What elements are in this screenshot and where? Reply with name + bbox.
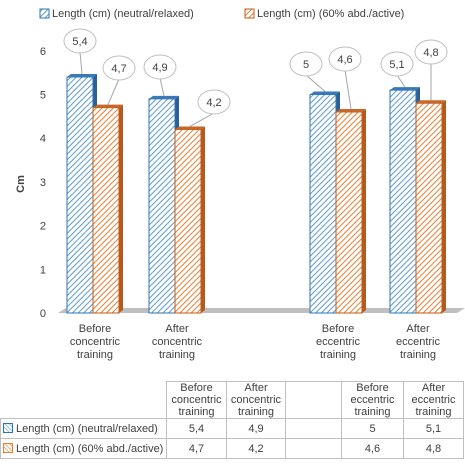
data-table-cell: 4,9 (226, 418, 286, 439)
y-tick-label: 1 (40, 264, 46, 276)
data-label: 4,7 (111, 63, 126, 75)
legend-label-neutral: Length (cm) (neutral/relaxed) (52, 8, 194, 20)
x-category-label: Before eccentric training (316, 323, 361, 361)
legend-label-active: Length (cm) (60% abd./active) (257, 8, 404, 20)
data-table-header-cell: After eccentric training (403, 381, 464, 419)
y-tick-label: 0 (40, 308, 46, 320)
bars (66, 74, 446, 314)
legend-key-icon (3, 442, 13, 453)
data-label: 4,6 (337, 54, 352, 66)
data-table-cell: 5,1 (403, 418, 464, 439)
bar-active-top (175, 126, 205, 130)
bar-active (335, 111, 363, 314)
data-table-cell: 4,2 (226, 438, 286, 459)
data-label-leader (396, 74, 406, 88)
data-table-cell: 5 (341, 418, 404, 439)
y-axis-title: Cm (15, 175, 27, 193)
bar-active-top (416, 100, 446, 104)
data-label-bubble (197, 89, 231, 115)
bar-neutral (309, 94, 337, 314)
x-axis-categories: Before concentric training After concentric t… (70, 323, 441, 361)
bar-active-side (442, 100, 446, 314)
bar-active-side (201, 126, 205, 314)
data-label-leader (107, 78, 120, 105)
data-label-leader (79, 51, 83, 75)
data-label-bubble (328, 46, 362, 72)
data-table-cell: 5,4 (166, 418, 227, 439)
y-tick-label: 5 (40, 90, 46, 102)
data-table-row-neutral: Length (cm) (neutral/relaxed) 5,4 4,9 5 … (0, 418, 464, 439)
bar-active-top (93, 104, 123, 108)
data-label-bubble (289, 51, 323, 77)
bar-neutral-top (67, 74, 97, 78)
data-label-callouts: 5,4 4,7 4,9 4,2 5 4,6 5,1 4,8 (63, 28, 448, 127)
data-table-row-label: Length (cm) (neutral/relaxed) (0, 418, 167, 439)
x-category-label: Before concentric training (70, 323, 121, 361)
data-label: 4,9 (152, 62, 167, 74)
bar-neutral (389, 89, 417, 314)
y-tick-label: 6 (40, 46, 46, 58)
bar-neutral (66, 76, 94, 314)
bar-active-top (336, 108, 366, 112)
legend-key-active (244, 8, 255, 19)
x-category-label: After eccentric training (396, 323, 441, 361)
data-label: 4,8 (423, 47, 438, 59)
data-label-leader (305, 74, 326, 92)
bar-active-side (362, 108, 366, 313)
data-label-bubble (414, 39, 448, 65)
data-label-leader (189, 112, 215, 127)
data-table-header-row: Before concentric training After concentric… (1, 381, 464, 419)
bar-active (415, 102, 443, 314)
y-tick-label: 4 (40, 133, 46, 145)
data-table-cell: 4,6 (341, 438, 404, 459)
data-table-header-cell: Before concentric training (166, 381, 227, 419)
data-label-leader (159, 77, 165, 96)
data-label-bubble (63, 28, 97, 54)
data-label-bubble (380, 51, 414, 77)
x-category-label: After concentric training (152, 323, 203, 361)
data-table-cell (285, 438, 342, 459)
data-label-bubble (102, 55, 136, 81)
data-table-header-cell (285, 381, 342, 419)
bar-neutral-top (310, 91, 340, 95)
data-label: 5,1 (389, 59, 404, 71)
data-table-cell (285, 418, 342, 439)
data-table-header-cell: After concentric training (226, 381, 286, 419)
bar-neutral-top (390, 87, 420, 91)
data-table: Before concentric training After concentric… (0, 381, 464, 459)
bar-neutral-top (149, 95, 179, 99)
data-table-cell: 4,8 (403, 438, 464, 459)
data-label: 4,2 (206, 97, 221, 109)
data-table-row-active: Length (cm) (60% abd./active) 4,7 4,2 4,… (0, 438, 464, 459)
bar-active (92, 107, 120, 314)
bar-neutral (148, 98, 176, 314)
legend: Length (cm) (neutral/relaxed) Length (cm… (39, 8, 404, 20)
y-tick-label: 3 (40, 177, 46, 189)
data-table-header-cell: Before eccentric training (341, 381, 404, 419)
data-table-corner (1, 382, 167, 419)
data-label: 5 (303, 59, 309, 71)
data-label-bubble (143, 54, 177, 80)
bar-active (174, 128, 202, 314)
legend-key-neutral (39, 8, 50, 19)
data-label: 5,4 (72, 36, 87, 48)
bar-active-side (119, 104, 123, 313)
data-label-leader (344, 69, 352, 110)
legend-key-icon (3, 422, 13, 433)
y-axis-ticks: 0 1 2 3 4 5 6 (40, 46, 46, 320)
data-table-row-label: Length (cm) (60% abd./active) (0, 438, 167, 459)
y-tick-label: 2 (40, 221, 46, 233)
data-table-cell: 4,7 (166, 438, 227, 459)
bar-chart: Length (cm) (neutral/relaxed) Length (cm… (15, 8, 465, 361)
